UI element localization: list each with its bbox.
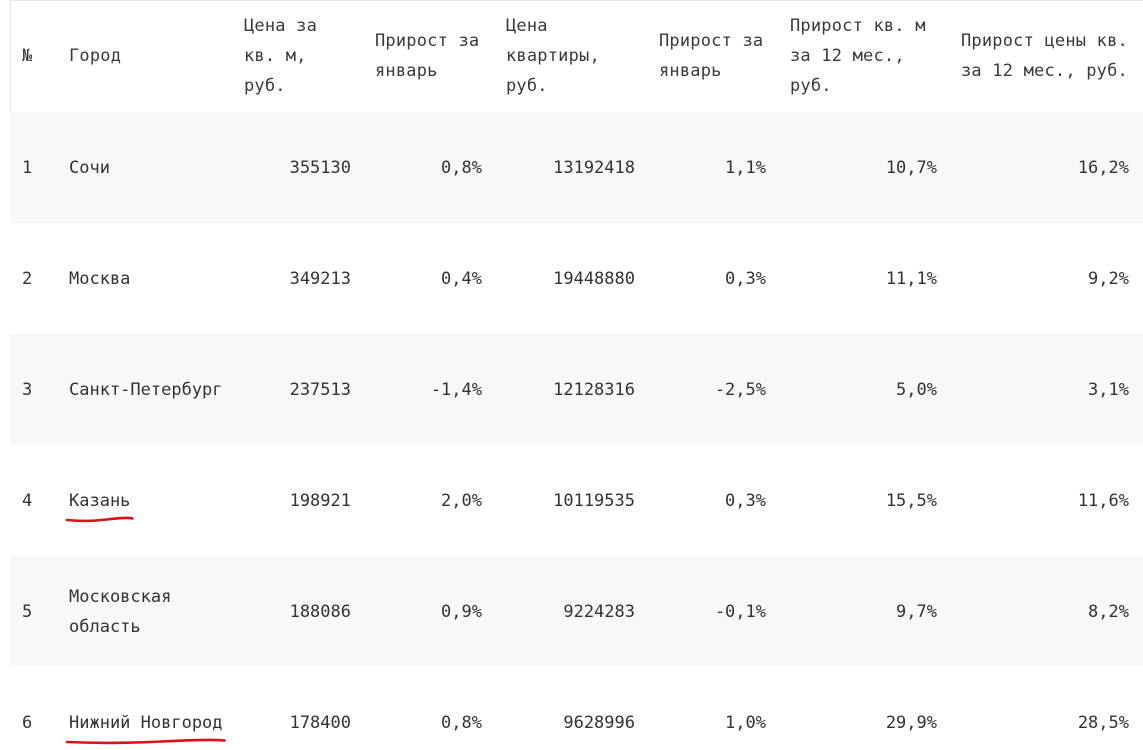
table-frame [10, 0, 1143, 750]
cell-city-name: Сочи [59, 112, 234, 223]
cell-growth-jan-sqm: 0,8% [441, 157, 482, 178]
cell-growth-12m-flat: 3,1% [1088, 379, 1129, 400]
cell-row-number: 6 [22, 712, 33, 733]
cell-growth-12m-sqm: 15,5% [885, 490, 937, 511]
cell-growth-12m-sqm: 9,7% [896, 601, 937, 622]
cell-growth-12m-sqm: 5,0% [896, 379, 937, 400]
header-number: № [22, 46, 33, 66]
cell-price-flat: 12128316 [553, 379, 635, 400]
red-underline-annotation [65, 738, 226, 744]
header-growth-12m-sqm: Прирост кв. м за 12 мес., руб. [790, 16, 926, 96]
cell-growth-jan-flat: -0,1% [714, 601, 766, 622]
table-row: 3 Санкт-Петербург 237513 -1,4% 12128316 -2,5%… [10, 334, 1143, 445]
cell-row-number: 5 [22, 601, 33, 622]
cell-growth-jan-flat: -2,5% [714, 379, 766, 400]
table-row: 2 Москва 349213 0,4% 19448880 0,3% 11,1% 9,2% [10, 223, 1143, 334]
cell-city-name: Москва [59, 223, 234, 334]
cell-growth-12m-flat: 28,5% [1077, 712, 1129, 733]
cell-row-number: 3 [22, 379, 33, 400]
city-label: Казань [65, 486, 134, 522]
cell-growth-jan-flat: 1,0% [725, 712, 766, 733]
table-row: 1 Сочи 355130 0,8% 13192418 1,1% 10,7% 16,2% [10, 112, 1143, 223]
cell-growth-12m-sqm: 29,9% [885, 712, 937, 733]
cell-growth-12m-flat: 11,6% [1077, 490, 1129, 511]
cell-row-number: 2 [22, 268, 33, 289]
cell-row-number: 4 [22, 490, 33, 511]
city-label: Нижний Новгород [65, 708, 226, 744]
cell-price-sqm: 355130 [289, 157, 351, 178]
city-price-table: № Город Цена за кв. м, руб. Прирост за я… [10, 0, 1143, 750]
cell-price-sqm: 188086 [289, 601, 351, 622]
table-row: 4 Казань 198921 2,0% 10119535 0,3% 15,5% 11,6% [10, 445, 1143, 556]
table-header: № Город Цена за кв. м, руб. Прирост за я… [10, 0, 1143, 112]
cell-price-sqm: 198921 [289, 490, 351, 511]
cell-growth-jan-flat: 1,1% [725, 157, 766, 178]
table-row: 6 Нижний Новгород 178400 0,8% 9628996 1,0% 29,… [10, 667, 1143, 750]
cell-growth-12m-flat: 16,2% [1077, 157, 1129, 178]
cell-growth-jan-flat: 0,3% [725, 268, 766, 289]
cell-city-name: Казань [59, 445, 234, 556]
cell-growth-12m-sqm: 11,1% [885, 268, 937, 289]
header-growth-jan-sqm: Прирост за январь [375, 31, 480, 81]
cell-price-flat: 19448880 [553, 268, 635, 289]
city-label: Московская область [69, 586, 172, 637]
header-growth-12m-flat: Прирост цены кв. за 12 мес., руб. [961, 31, 1128, 81]
cell-row-number: 1 [22, 157, 33, 178]
cell-city-name: Нижний Новгород [59, 667, 234, 750]
cell-growth-12m-flat: 9,2% [1088, 268, 1129, 289]
table-row: 5 Московская область 188086 0,9% 9224283 -0,1… [10, 556, 1143, 667]
table-body: 1 Сочи 355130 0,8% 13192418 1,1% 10,7% 16,2% 2 Мо… [10, 112, 1143, 750]
cell-price-sqm: 178400 [289, 712, 351, 733]
city-label: Москва [69, 268, 131, 289]
cell-price-flat: 13192418 [553, 157, 635, 178]
cell-growth-jan-sqm: 0,9% [441, 601, 482, 622]
cell-price-sqm: 349213 [289, 268, 351, 289]
cell-price-flat: 9224283 [563, 601, 635, 622]
header-city: Город [69, 46, 122, 66]
cell-city-name: Московская область [59, 556, 234, 667]
cell-growth-jan-sqm: 0,8% [441, 712, 482, 733]
header-row: № Город Цена за кв. м, руб. Прирост за я… [10, 0, 1143, 112]
header-price-flat: Цена квартиры, руб. [506, 16, 600, 96]
header-price-sqm: Цена за кв. м, руб. [244, 16, 318, 96]
cell-growth-jan-sqm: -1,4% [430, 379, 482, 400]
cell-price-sqm: 237513 [289, 379, 351, 400]
cell-city-name: Санкт-Петербург [59, 334, 234, 445]
cell-growth-jan-sqm: 2,0% [441, 490, 482, 511]
cell-growth-jan-sqm: 0,4% [441, 268, 482, 289]
cell-growth-12m-sqm: 10,7% [885, 157, 937, 178]
city-label: Санкт-Петербург [69, 379, 223, 400]
cell-price-flat: 10119535 [553, 490, 635, 511]
cell-growth-12m-flat: 8,2% [1088, 601, 1129, 622]
cell-price-flat: 9628996 [563, 712, 635, 733]
city-label: Сочи [69, 157, 110, 178]
red-underline-annotation [65, 516, 134, 522]
header-growth-jan-flat: Прирост за январь [659, 31, 764, 81]
cell-growth-jan-flat: 0,3% [725, 490, 766, 511]
